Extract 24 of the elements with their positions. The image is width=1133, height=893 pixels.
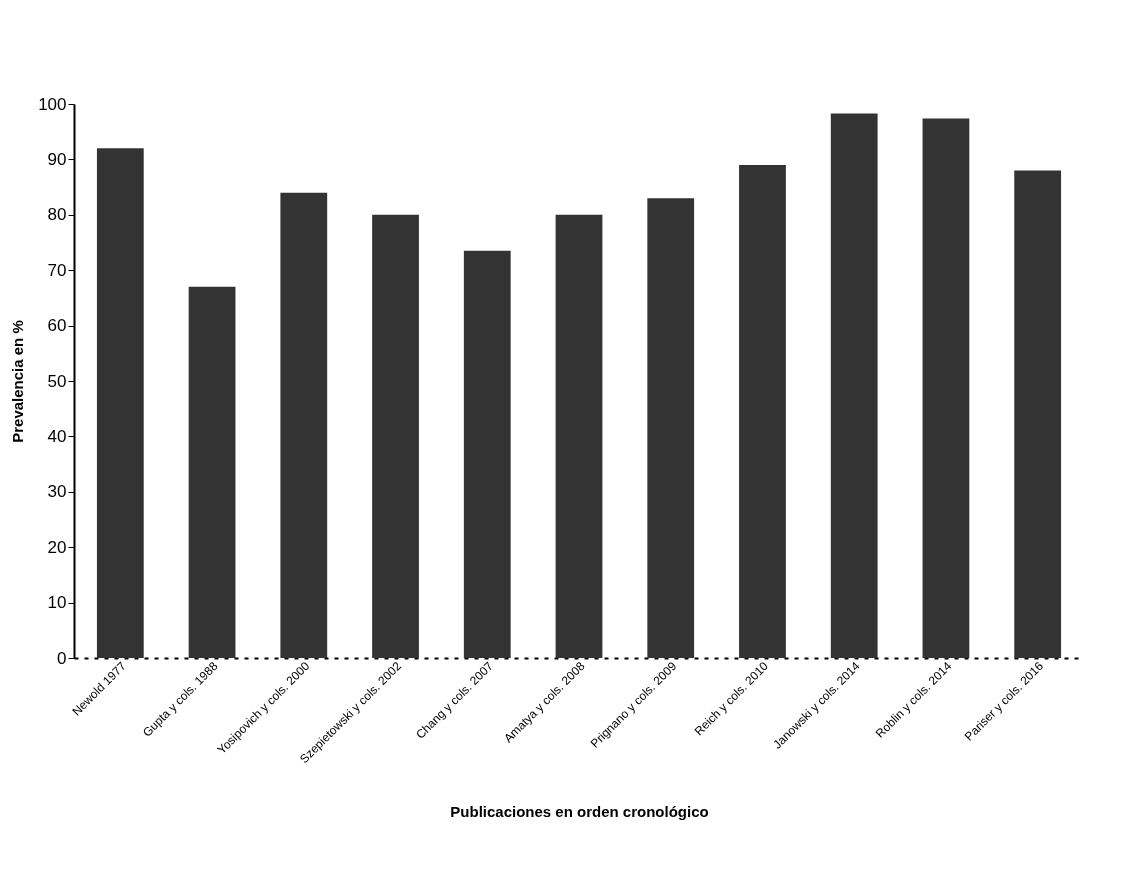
y-tick-label: 50 xyxy=(47,371,67,391)
y-axis-title: Prevalencia en % xyxy=(9,320,27,443)
y-tick-label: 10 xyxy=(47,593,67,613)
y-tick-label: 80 xyxy=(47,205,67,225)
bar xyxy=(647,198,695,658)
bar xyxy=(555,214,603,658)
bar xyxy=(280,192,328,658)
y-tick-label: 30 xyxy=(47,482,67,502)
bar xyxy=(372,214,419,658)
bar xyxy=(1014,170,1062,658)
bar xyxy=(830,113,878,658)
bar xyxy=(739,164,786,658)
bar xyxy=(922,118,970,658)
bar xyxy=(96,148,144,658)
y-tick-label: 90 xyxy=(47,149,67,169)
y-tick-label: 70 xyxy=(47,260,67,280)
bar xyxy=(188,286,236,658)
y-tick-label: 60 xyxy=(47,316,67,336)
y-tick-label: 20 xyxy=(47,537,67,557)
x-axis-title: Publicaciones en orden cronológico xyxy=(450,803,709,821)
y-tick-label: 0 xyxy=(57,648,67,668)
y-tick-label: 40 xyxy=(47,426,67,446)
bar xyxy=(463,250,511,658)
y-tick-label: 100 xyxy=(38,94,67,114)
